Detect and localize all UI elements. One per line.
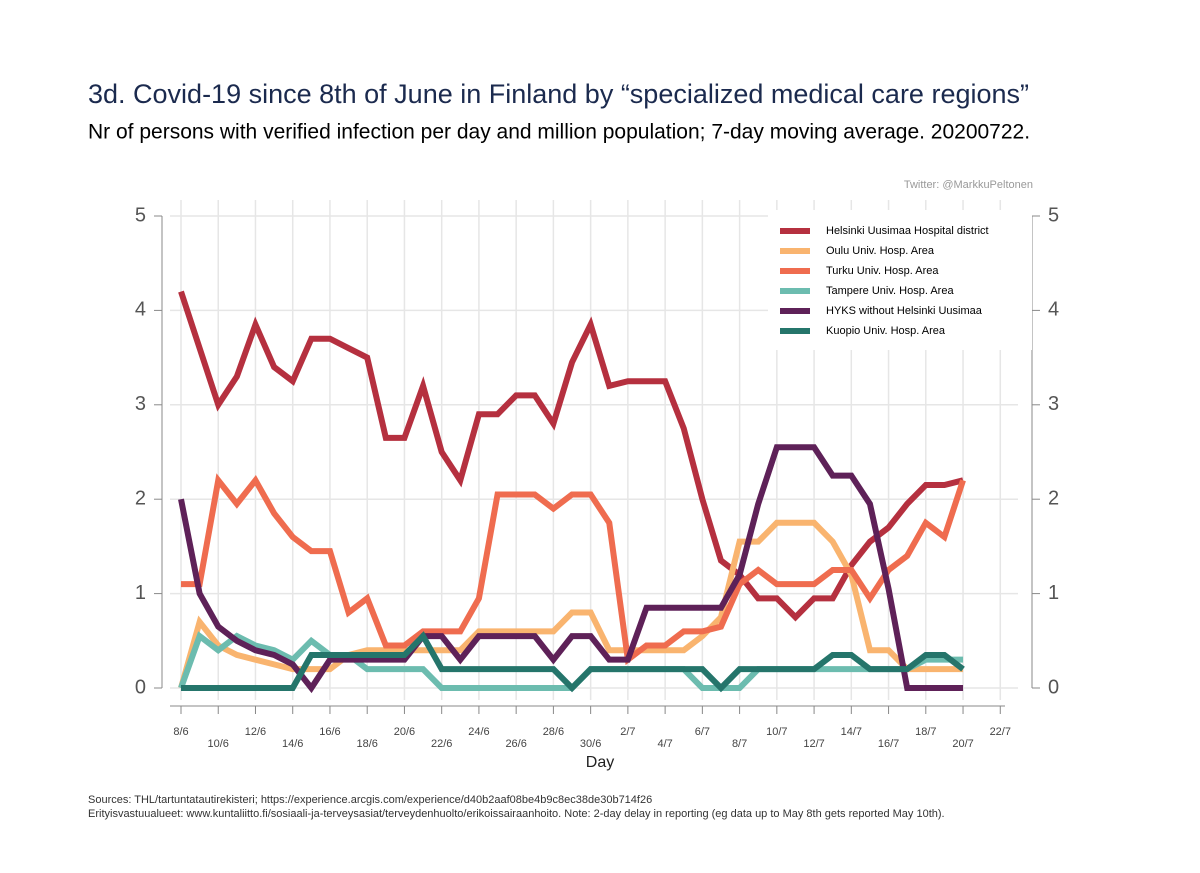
x-tick-label: 18/6 — [356, 738, 377, 750]
x-tick-label: 20/7 — [952, 738, 973, 750]
y2-tick-label: 3 — [1048, 393, 1059, 415]
x-tick-label: 6/7 — [695, 726, 710, 738]
legend-label: Kuopio Univ. Hosp. Area — [826, 325, 946, 337]
x-tick-label: 10/6 — [208, 738, 229, 750]
y2-tick-label: 1 — [1048, 582, 1059, 604]
series-line — [181, 631, 965, 693]
series-line — [178, 290, 964, 622]
y-tick-label: 0 — [135, 676, 146, 698]
x-tick-label: 2/7 — [620, 726, 635, 738]
legend-label: HYKS without Helsinki Uusimaa — [826, 305, 983, 317]
chart-subtitle: Nr of persons with verified infection pe… — [88, 121, 1030, 144]
source-note: Erityisvastuualueet: www.kuntaliitto.fi/… — [88, 808, 945, 820]
y-tick-label: 5 — [135, 204, 146, 226]
y2-tick-label: 2 — [1048, 487, 1059, 509]
y-tick-label: 1 — [135, 582, 146, 604]
x-tick-label: 20/6 — [394, 726, 415, 738]
x-tick-label: 14/6 — [282, 738, 303, 750]
plot-area: 0 1 2 3 4 5 0 1 2 3 4 5 8/6 10/6 12/6 14/6 16/6 18/6 20/6 2… — [135, 200, 1059, 750]
source-note: Sources: THL/tartuntatautirekisteri; htt… — [88, 794, 652, 806]
legend-label: Tampere Univ. Hosp. Area — [826, 285, 954, 297]
y2-tick-label: 4 — [1048, 299, 1059, 321]
x-tick-label: 16/6 — [319, 726, 340, 738]
y-tick-label: 2 — [135, 487, 146, 509]
x-tick-label: 14/7 — [841, 726, 862, 738]
y-tick-label: 3 — [135, 393, 146, 415]
x-tick-label: 18/7 — [915, 726, 936, 738]
legend-label: Helsinki Uusimaa Hospital district — [826, 225, 989, 237]
series-line — [178, 444, 964, 694]
y-tick-label: 4 — [135, 299, 146, 321]
x-tick-label: 30/6 — [580, 738, 601, 750]
x-tick-label: 16/7 — [878, 738, 899, 750]
x-tick-label: 4/7 — [657, 738, 672, 750]
y2-tick-label: 5 — [1048, 204, 1059, 226]
x-tick-label: 24/6 — [468, 726, 489, 738]
series-line — [178, 519, 964, 689]
legend-label: Turku Univ. Hosp. Area — [826, 265, 939, 277]
x-tick-label: 22/6 — [431, 738, 452, 750]
x-tick-label: 8/7 — [732, 738, 747, 750]
legend-box — [768, 210, 1032, 350]
legend-label: Oulu Univ. Hosp. Area — [826, 245, 935, 257]
credit: Twitter: @MarkkuPeltonen — [904, 179, 1033, 191]
chart-title: 3d. Covid-19 since 8th of June in Finlan… — [88, 79, 1029, 109]
x-tick-label: 8/6 — [173, 726, 188, 738]
x-tick-label: 12/7 — [803, 738, 824, 750]
x-tick-label: 28/6 — [543, 726, 564, 738]
x-tick-label: 26/6 — [505, 738, 526, 750]
series-line — [181, 473, 966, 666]
x-tick-label: 12/6 — [245, 726, 266, 738]
x-tick-label: 22/7 — [990, 726, 1011, 738]
x-axis-label: Day — [586, 754, 614, 771]
x-tick-label: 10/7 — [766, 726, 787, 738]
y2-tick-label: 0 — [1048, 676, 1059, 698]
